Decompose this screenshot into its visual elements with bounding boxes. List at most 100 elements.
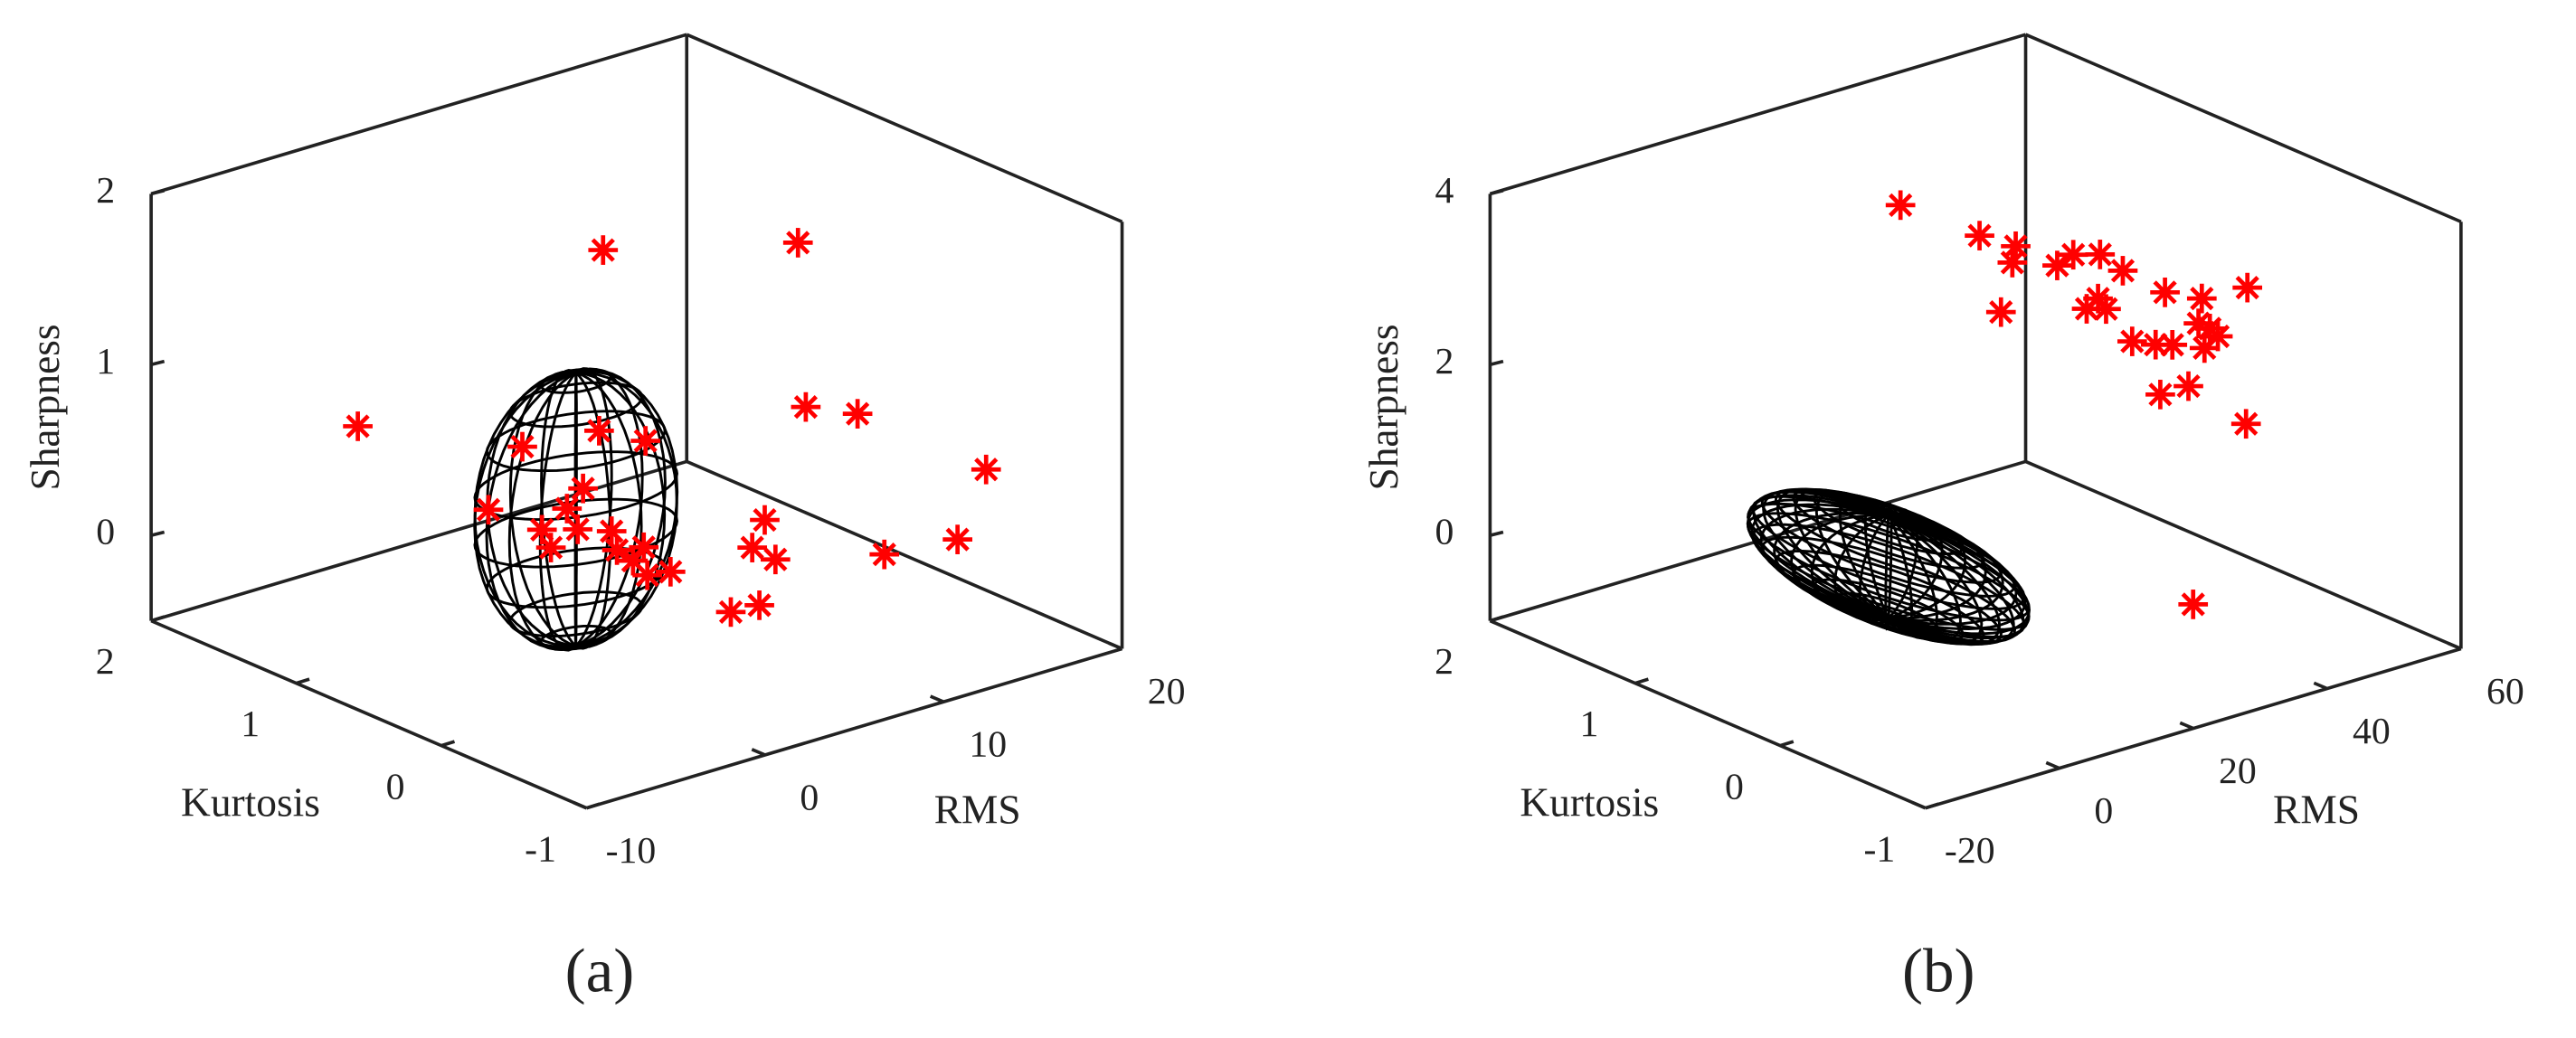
data-point	[588, 235, 619, 265]
data-point	[568, 473, 598, 504]
y-tick-label: 2	[96, 641, 115, 683]
marker-stroke	[2148, 382, 2173, 407]
data-point	[2189, 333, 2220, 363]
data-point	[2178, 590, 2209, 619]
ellipsoid-meridian	[1794, 488, 1889, 619]
x-tick	[929, 694, 944, 703]
data-point	[596, 516, 627, 546]
y-tick-label: 0	[386, 766, 405, 807]
marker-stroke	[635, 563, 659, 588]
y-tick	[1925, 802, 1939, 810]
data-point	[563, 514, 593, 544]
marker-stroke	[554, 496, 579, 521]
marker-stroke	[846, 401, 870, 426]
marker-stroke	[2000, 250, 2024, 275]
marker-stroke	[1967, 223, 1992, 248]
z-tick	[150, 359, 166, 367]
data-point	[630, 426, 661, 456]
z-tick-label: 4	[1435, 170, 1454, 212]
marker-stroke	[747, 593, 772, 618]
ellipsoid-meridian	[1887, 514, 1962, 643]
marker-stroke	[974, 458, 999, 482]
data-point	[2186, 283, 2217, 314]
data-point	[2150, 277, 2180, 307]
marker-stroke	[1989, 300, 2013, 325]
ellipsoid	[1746, 487, 2031, 646]
x-tick	[1108, 641, 1123, 651]
data-point	[971, 454, 1001, 485]
marker-stroke	[2110, 259, 2136, 283]
y-tick	[1634, 677, 1649, 685]
marker-stroke	[2190, 286, 2214, 311]
marker-stroke	[600, 519, 624, 543]
marker-stroke	[945, 527, 970, 552]
marker-stroke	[530, 517, 554, 542]
data-point	[1985, 297, 2016, 327]
ellipsoid-meridian	[1888, 514, 2004, 622]
x-tick-label: 40	[2353, 711, 2391, 752]
marker-stroke	[2120, 329, 2145, 354]
marker-stroke	[2061, 242, 2086, 267]
data-point	[507, 431, 537, 462]
marker-stroke	[476, 497, 501, 522]
marker-stroke	[633, 429, 658, 453]
box-edge	[2024, 33, 2462, 223]
x-tick-label: -20	[1945, 830, 1995, 872]
data-point	[2145, 379, 2175, 410]
marker-stroke	[346, 414, 370, 439]
data-point	[715, 597, 746, 628]
z-tick-label: 2	[1435, 341, 1454, 382]
marker-stroke	[587, 419, 611, 443]
marker-stroke	[793, 394, 818, 420]
box-edge	[1489, 33, 2027, 196]
marker-stroke	[565, 517, 590, 542]
data-point	[535, 533, 566, 562]
marker-stroke	[753, 507, 777, 533]
data-point	[737, 533, 768, 562]
x-tick-label: 0	[2094, 790, 2113, 832]
y-tick	[1489, 615, 1504, 623]
x-tick	[2179, 721, 2194, 731]
data-point	[2157, 329, 2188, 360]
z-tick-label: 0	[96, 512, 115, 553]
box-edge	[150, 618, 588, 810]
y-tick-label: 2	[1435, 641, 1454, 683]
x-tick	[2447, 641, 2462, 651]
x-tick-label: 20	[2219, 750, 2257, 792]
data-point	[2058, 240, 2088, 270]
data-point	[601, 535, 632, 565]
x-axis-label: RMS	[934, 787, 1021, 832]
ellipsoid-meridian	[1839, 494, 1889, 619]
marker-stroke	[2176, 373, 2201, 399]
data-point	[2117, 326, 2147, 356]
data-point	[791, 392, 821, 422]
data-point	[2232, 272, 2263, 303]
box-edge	[150, 33, 687, 196]
marker-stroke	[1889, 193, 1913, 217]
ellipsoid-meridian	[1762, 488, 1889, 619]
marker-stroke	[872, 543, 896, 567]
y-tick	[150, 615, 166, 623]
box-edge	[686, 33, 1123, 223]
ellipsoid-meridian	[1887, 502, 1893, 618]
marker-stroke	[763, 547, 788, 571]
box-edge	[686, 459, 1123, 651]
y-tick	[1779, 740, 1795, 748]
marker-stroke	[718, 599, 743, 625]
ellipsoid-meridian	[1863, 498, 1890, 619]
ellipsoid-meridian	[1814, 490, 1889, 619]
y-tick-label: 0	[1725, 766, 1744, 807]
x-tick-label: 0	[800, 777, 819, 818]
data-point	[584, 416, 614, 446]
ellipsoid-meridian	[1833, 514, 1889, 622]
marker-stroke	[2153, 280, 2177, 305]
marker-stroke	[2074, 297, 2099, 321]
data-point	[655, 556, 686, 587]
box-edge	[1489, 618, 1927, 810]
y-tick-label: -1	[525, 828, 556, 870]
data-point	[629, 532, 659, 562]
ellipsoid-meridian	[1887, 514, 1938, 640]
marker-stroke	[2235, 275, 2259, 300]
z-tick	[1489, 359, 1504, 367]
data-point	[2107, 256, 2138, 286]
